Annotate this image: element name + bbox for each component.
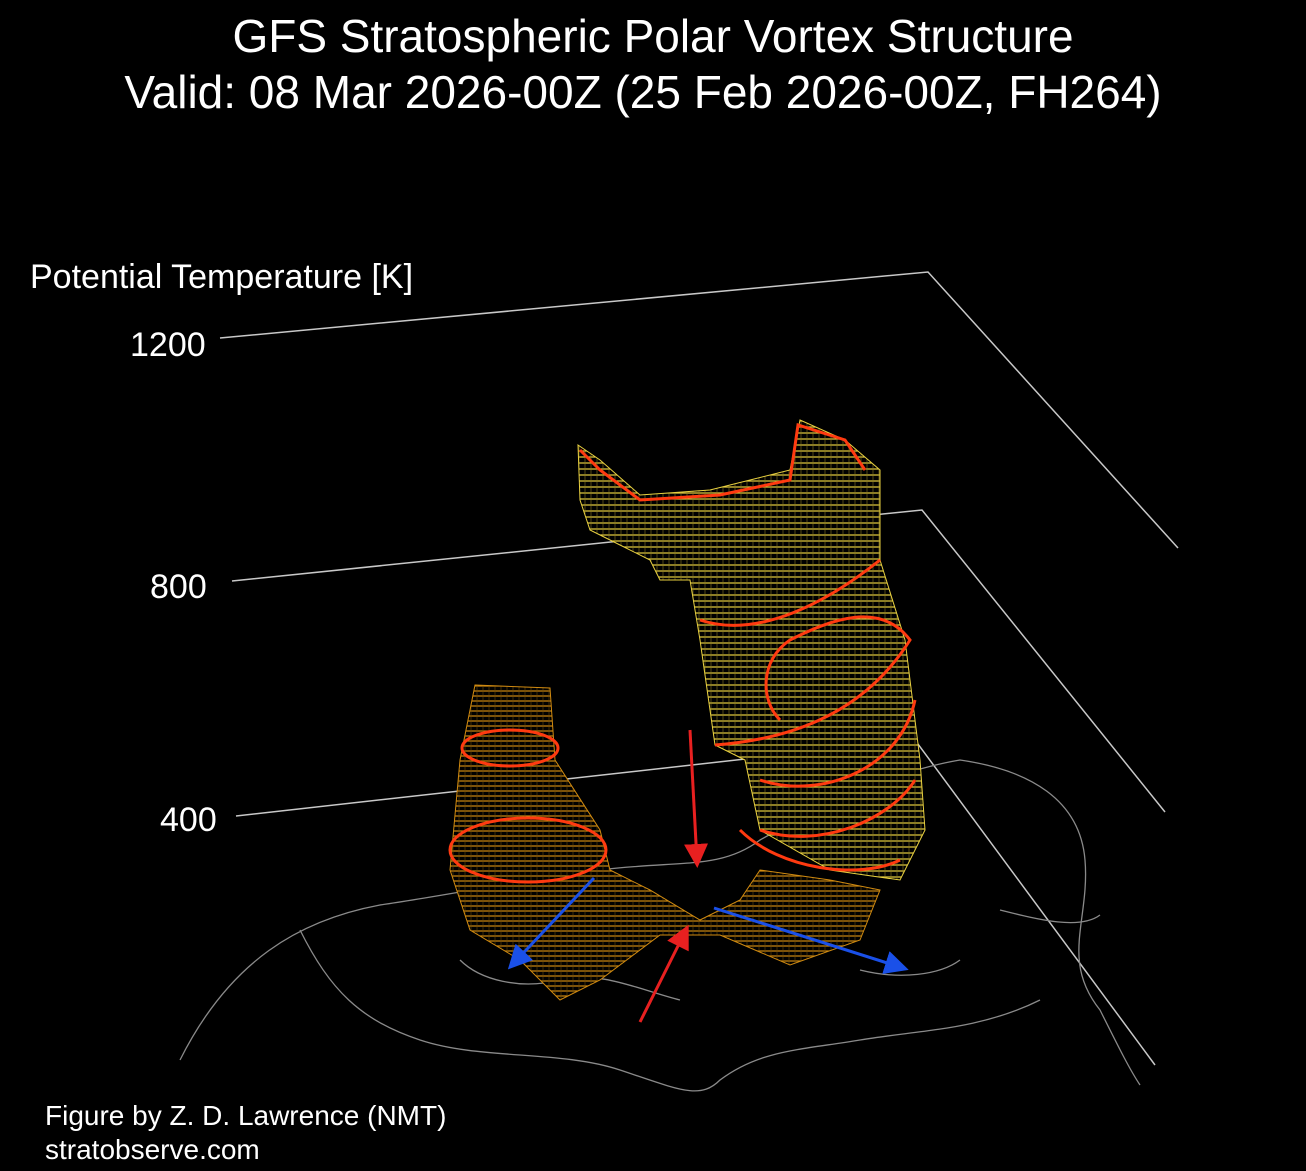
contour-mid-3 — [759, 699, 917, 838]
contour-left-upper — [460, 728, 560, 768]
axis-planes — [219, 271, 1179, 1066]
gridline-400 — [235, 739, 1156, 1066]
blue-arrow-right — [713, 906, 909, 974]
annotation-arrows — [507, 729, 909, 1023]
contour-left-lower — [448, 816, 608, 884]
website-link[interactable]: stratobserve.com — [45, 1134, 260, 1165]
gridline-800 — [231, 509, 1166, 813]
blue-arrow-left — [507, 876, 596, 970]
contour-low — [738, 828, 901, 872]
contour-mid-1 — [699, 558, 881, 627]
z-tick-1200: 1200 — [130, 326, 206, 364]
vortex-lower-lobe — [448, 684, 881, 1001]
chart-title: GFS Stratospheric Polar Vortex Structure — [232, 10, 1074, 62]
red-arrow-up — [638, 924, 689, 1023]
vortex-upper-lobe — [577, 419, 926, 881]
gridline-1200 — [219, 271, 1179, 549]
contour-top — [578, 423, 867, 502]
chart-subtitle: Valid: 08 Mar 2026-00Z (25 Feb 2026-00Z,… — [124, 66, 1162, 118]
z-axis-label: Potential Temperature [K] — [30, 258, 414, 296]
figure-credit: Figure by Z. D. Lawrence (NMT) — [45, 1100, 447, 1131]
z-tick-400: 400 — [160, 801, 217, 839]
z-tick-800: 800 — [150, 568, 207, 606]
contour-mid-2 — [714, 615, 912, 747]
red-arrow-down — [684, 729, 709, 868]
